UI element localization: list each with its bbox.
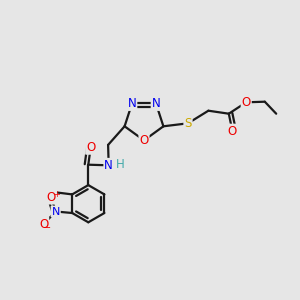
Text: H: H [116,158,125,171]
Text: O: O [242,96,251,109]
Text: O: O [228,124,237,138]
Text: S: S [184,117,192,130]
Text: N: N [128,97,136,110]
Text: N: N [52,206,60,217]
Text: +: + [53,190,60,199]
Text: N: N [152,97,160,110]
Text: O: O [39,218,48,231]
Text: O: O [46,190,56,204]
Text: −: − [43,223,51,233]
Text: N: N [104,159,113,172]
Text: O: O [140,134,148,147]
Text: O: O [86,141,95,154]
